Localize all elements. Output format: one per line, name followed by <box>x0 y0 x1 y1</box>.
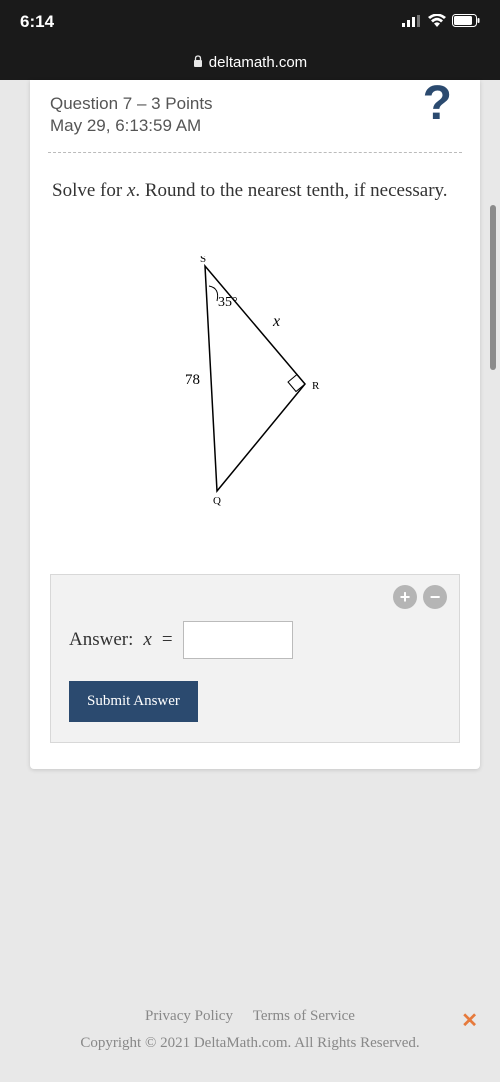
scrollbar-thumb[interactable] <box>490 205 496 370</box>
answer-label: Answer: <box>69 629 133 651</box>
help-icon[interactable]: ? <box>423 76 452 131</box>
triangle-diagram: S R Q 35° x 78 <box>145 256 365 516</box>
vertex-s-label: S <box>200 256 206 265</box>
terms-link[interactable]: Terms of Service <box>253 1008 355 1024</box>
footer-close-icon[interactable]: ✕ <box>461 1008 478 1033</box>
question-prompt: Solve for x. Round to the nearest tenth,… <box>30 153 480 216</box>
answer-row: Answer: x = <box>69 621 441 659</box>
lock-icon <box>193 55 203 70</box>
scrollbar[interactable] <box>486 80 496 1082</box>
side-x-label: x <box>272 313 280 330</box>
zoom-controls: + − <box>393 585 447 609</box>
privacy-link[interactable]: Privacy Policy <box>145 1008 233 1024</box>
side-78-label: 78 <box>185 372 200 388</box>
zoom-out-button[interactable]: − <box>423 585 447 609</box>
answer-var: x <box>143 629 151 651</box>
footer-links: Privacy Policy Terms of Service ✕ <box>0 1008 500 1025</box>
signal-icon <box>402 12 422 32</box>
vertex-q-label: Q <box>213 495 221 507</box>
question-card: Question 7 – 3 Points May 29, 6:13:59 AM… <box>30 80 480 769</box>
zoom-in-button[interactable]: + <box>393 585 417 609</box>
status-indicators <box>402 12 480 32</box>
vertex-r-label: R <box>312 380 320 392</box>
page-background: Question 7 – 3 Points May 29, 6:13:59 AM… <box>0 80 500 1082</box>
battery-icon <box>452 12 480 32</box>
question-timestamp: May 29, 6:13:59 AM <box>50 116 460 136</box>
card-header: Question 7 – 3 Points May 29, 6:13:59 AM… <box>30 80 480 152</box>
copyright-text: Copyright © 2021 DeltaMath.com. All Righ… <box>0 1035 500 1052</box>
question-label: Question 7 – 3 Points <box>50 94 460 114</box>
url-bar[interactable]: deltamath.com <box>0 44 500 80</box>
wifi-icon <box>428 12 446 32</box>
figure-area: S R Q 35° x 78 <box>30 216 480 556</box>
status-time: 6:14 <box>20 12 54 32</box>
answer-panel: + − Answer: x = Submit Answer <box>50 574 460 743</box>
footer: Privacy Policy Terms of Service ✕ Copyri… <box>0 1008 500 1052</box>
submit-button[interactable]: Submit Answer <box>69 681 198 722</box>
url-text: deltamath.com <box>209 54 307 71</box>
answer-input[interactable] <box>183 621 293 659</box>
status-bar: 6:14 <box>0 0 500 44</box>
angle-label: 35° <box>218 295 238 310</box>
equals-sign: = <box>162 629 173 651</box>
